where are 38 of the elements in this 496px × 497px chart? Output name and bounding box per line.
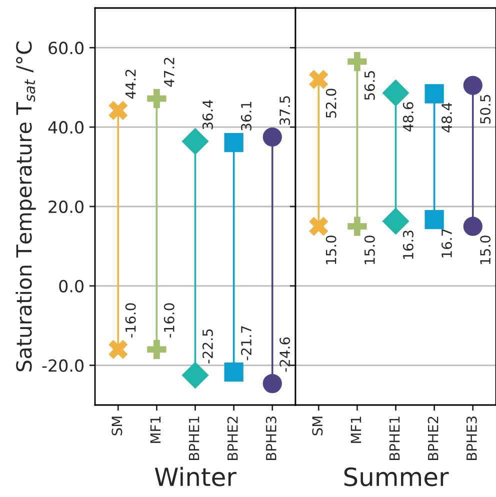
data-label: 36.4 (202, 100, 213, 130)
data-label: -16.0 (164, 303, 174, 338)
x-tick-label: BPHE3 (266, 416, 276, 460)
data-label: 48.6 (402, 102, 414, 132)
data-label: 37.5 (280, 96, 290, 125)
data-label: 15.0 (480, 236, 491, 264)
data-label: -16.0 (125, 303, 136, 338)
data-label: 16.7 (441, 229, 452, 258)
data-label: 52.0 (326, 88, 336, 118)
data-label: 44.2 (125, 70, 136, 99)
data-label: 48.4 (441, 102, 452, 132)
x-tick-label: BPHE3 (466, 416, 477, 460)
y-tick-label: 60.0 (48, 42, 84, 54)
x-tick-label: MF1 (150, 416, 161, 443)
x-tick-label: BPHE2 (227, 416, 238, 460)
x-axis-title: Summer (344, 467, 449, 486)
data-label: 15.0 (326, 236, 336, 264)
y-tick-label: 20.0 (48, 200, 84, 214)
data-label: 56.5 (364, 71, 375, 100)
data-label: 36.1 (240, 102, 252, 130)
y-tick-label: 0.0 (59, 280, 84, 292)
y-axis-title: Saturation Temperature T$_{sat}$ /°C (16, 42, 36, 372)
y-tick-label: -20.0 (42, 359, 84, 372)
x-tick-label: MF1 (350, 416, 362, 443)
x-tick-label: BPHE1 (188, 416, 200, 460)
data-label: -21.7 (240, 326, 252, 360)
x-tick-label: SM (112, 416, 122, 436)
data-label: 15.0 (364, 236, 375, 264)
x-tick-label: BPHE2 (428, 416, 438, 460)
data-label: 47.2 (164, 58, 174, 87)
data-label: 16.3 (402, 230, 414, 259)
data-label: -22.5 (202, 329, 213, 364)
data-label: -24.6 (280, 337, 290, 372)
x-axis-title: Winter (154, 466, 236, 486)
data-label: 50.5 (480, 94, 491, 124)
x-tick-label: BPHE1 (389, 416, 400, 460)
y-tick-label: 40.0 (48, 121, 84, 134)
x-tick-label: SM (312, 416, 323, 436)
